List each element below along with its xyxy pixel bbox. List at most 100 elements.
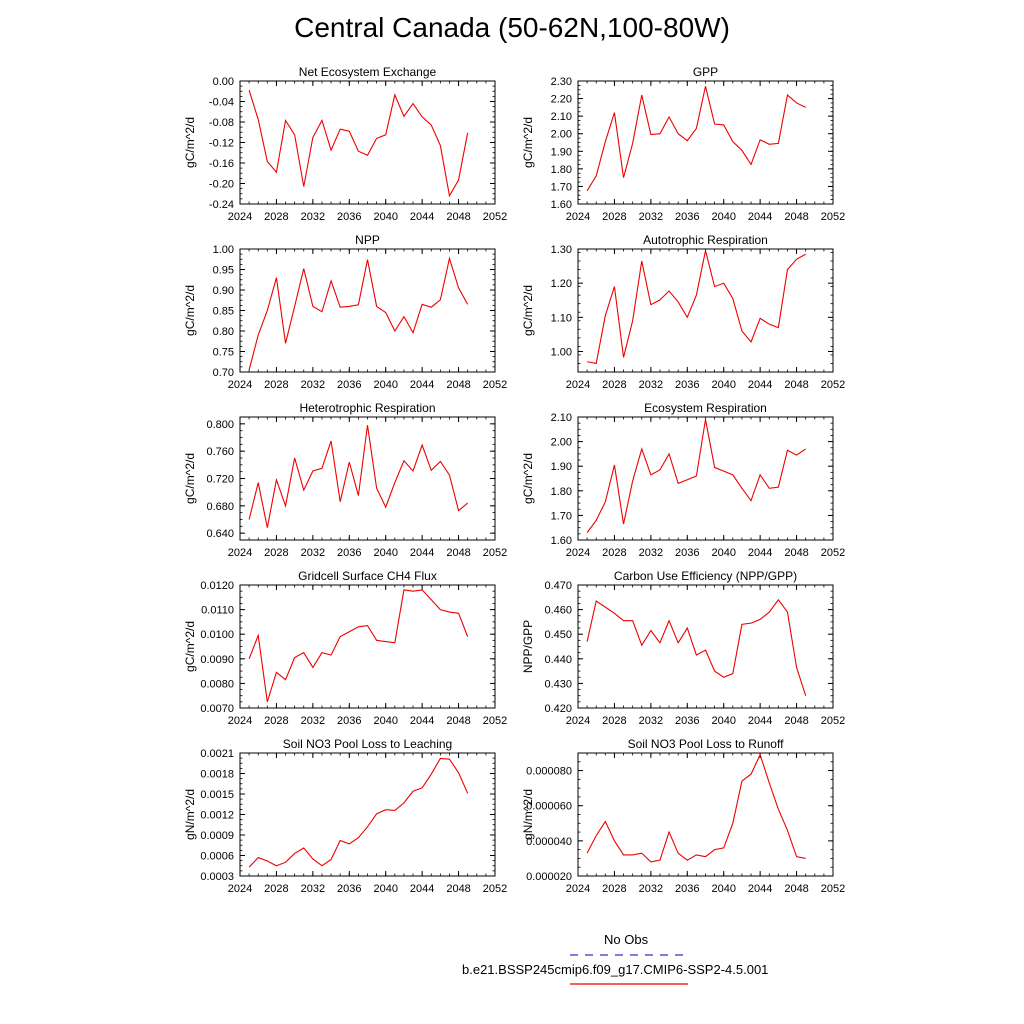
x-tick-label: 2052 — [483, 211, 507, 223]
y-tick-label: 1.60 — [551, 535, 572, 547]
y-tick-label: 0.95 — [213, 265, 234, 277]
x-tick-label: 2036 — [675, 211, 699, 223]
y-tick-label: -0.24 — [209, 199, 234, 211]
y-axis-label: gC/m^2/d — [521, 117, 535, 168]
series-line — [248, 757, 469, 868]
y-tick-label: 0.680 — [206, 501, 234, 513]
y-tick-label: 0.460 — [544, 605, 572, 617]
y-axis-label: NPP/GPP — [521, 620, 535, 673]
panel-title: Ecosystem Respiration — [644, 401, 767, 415]
y-tick-label: 0.80 — [213, 326, 234, 338]
plot-frame — [239, 248, 496, 373]
chart-panel: Ecosystem Respiration gC/m^2/d 2024 2028 203… — [521, 401, 845, 559]
x-tick-label: 2044 — [410, 883, 434, 895]
chart-panel: GPP gC/m^2/d 2024 2028 2032 2036 2040 2044 2048 2… — [521, 65, 845, 223]
y-tick-label: 1.10 — [551, 312, 572, 324]
y-tick-label: -0.16 — [209, 158, 234, 170]
x-tick-label: 2028 — [602, 715, 626, 727]
x-tick-label: 2024 — [228, 547, 252, 559]
x-tick-label: 2048 — [784, 211, 808, 223]
y-tick-label: 0.0015 — [200, 789, 234, 801]
y-tick-label: 0.0003 — [200, 871, 234, 883]
x-tick-label: 2032 — [639, 211, 663, 223]
x-tick-label: 2036 — [337, 379, 361, 391]
y-tick-label: -0.12 — [209, 138, 234, 150]
x-tick-label: 2036 — [675, 547, 699, 559]
plot-frame — [239, 80, 496, 205]
x-tick-label: 2032 — [301, 379, 325, 391]
legend-model-label: b.e21.BSSP245cmip6.f09_g17.CMIP6-SSP2-4.… — [462, 962, 769, 977]
panel-title: Carbon Use Efficiency (NPP/GPP) — [614, 569, 797, 583]
y-tick-label: 2.00 — [551, 437, 572, 449]
y-axis-label: gC/m^2/d — [521, 453, 535, 504]
x-tick-label: 2044 — [410, 715, 434, 727]
plot-frame — [577, 80, 834, 205]
x-tick-label: 2028 — [602, 547, 626, 559]
x-tick-label: 2028 — [264, 211, 288, 223]
series-line — [248, 425, 469, 528]
y-tick-label: 0.720 — [206, 474, 234, 486]
y-tick-label: 0.85 — [213, 306, 234, 318]
x-tick-label: 2040 — [711, 715, 735, 727]
x-tick-label: 2044 — [410, 547, 434, 559]
y-tick-label: 2.30 — [551, 76, 572, 88]
x-tick-label: 2048 — [446, 379, 470, 391]
x-tick-label: 2032 — [639, 547, 663, 559]
x-tick-label: 2024 — [228, 715, 252, 727]
y-tick-label: 0.0018 — [200, 769, 234, 781]
y-tick-label: 1.70 — [551, 181, 572, 193]
x-tick-label: 2024 — [566, 379, 590, 391]
x-tick-label: 2024 — [228, 211, 252, 223]
chart-panel: Net Ecosystem Exchange gC/m^2/d 2024 2028 20… — [183, 65, 507, 223]
y-tick-label: 0.440 — [544, 654, 572, 666]
x-tick-label: 2044 — [748, 379, 772, 391]
x-tick-label: 2052 — [483, 547, 507, 559]
x-tick-label: 2024 — [228, 883, 252, 895]
y-tick-label: 0.450 — [544, 629, 572, 641]
x-tick-label: 2052 — [821, 211, 845, 223]
series-line — [586, 419, 806, 533]
x-tick-label: 2052 — [821, 547, 845, 559]
x-tick-label: 2040 — [711, 883, 735, 895]
y-tick-label: -0.20 — [209, 179, 234, 191]
y-tick-label: 1.60 — [551, 199, 572, 211]
x-tick-label: 2040 — [711, 547, 735, 559]
chart-panel: Soil NO3 Pool Loss to Leaching gN/m^2/d 20… — [183, 737, 507, 895]
x-tick-label: 2040 — [373, 547, 397, 559]
chart-panel: Gridcell Surface CH4 Flux gC/m^2/d 2024 202… — [183, 569, 507, 727]
x-tick-label: 2048 — [784, 547, 808, 559]
x-tick-label: 2032 — [639, 715, 663, 727]
x-tick-label: 2052 — [483, 715, 507, 727]
y-tick-label: 1.80 — [551, 486, 572, 498]
series-line — [248, 589, 469, 703]
x-tick-label: 2040 — [711, 211, 735, 223]
x-tick-label: 2032 — [301, 715, 325, 727]
x-tick-label: 2040 — [373, 883, 397, 895]
y-tick-label: 0.470 — [544, 580, 572, 592]
x-tick-label: 2048 — [784, 715, 808, 727]
series-line — [248, 90, 469, 198]
panel-title: Soil NO3 Pool Loss to Leaching — [283, 737, 452, 751]
figure-title: Central Canada (50-62N,100-80W) — [294, 12, 730, 43]
y-axis-label: gN/m^2/d — [521, 789, 535, 840]
series-line — [248, 256, 469, 371]
x-tick-label: 2032 — [639, 379, 663, 391]
legend-obs-label: No Obs — [604, 932, 649, 947]
y-tick-label: 2.20 — [551, 94, 572, 106]
y-tick-label: 0.0110 — [201, 605, 234, 617]
y-tick-label: 0.430 — [544, 678, 572, 690]
x-tick-label: 2024 — [228, 379, 252, 391]
x-tick-label: 2028 — [264, 379, 288, 391]
x-tick-label: 2048 — [446, 715, 470, 727]
y-tick-label: 0.800 — [206, 419, 234, 431]
x-tick-label: 2044 — [410, 379, 434, 391]
x-tick-label: 2028 — [264, 547, 288, 559]
plot-frame — [577, 752, 834, 877]
y-tick-label: 0.0006 — [200, 851, 234, 863]
legend — [570, 954, 688, 985]
x-tick-label: 2048 — [784, 883, 808, 895]
chart-panel: Soil NO3 Pool Loss to Runoff gN/m^2/d 2024… — [521, 737, 845, 895]
y-tick-label: 2.00 — [551, 129, 572, 141]
plot-frame — [239, 416, 496, 541]
